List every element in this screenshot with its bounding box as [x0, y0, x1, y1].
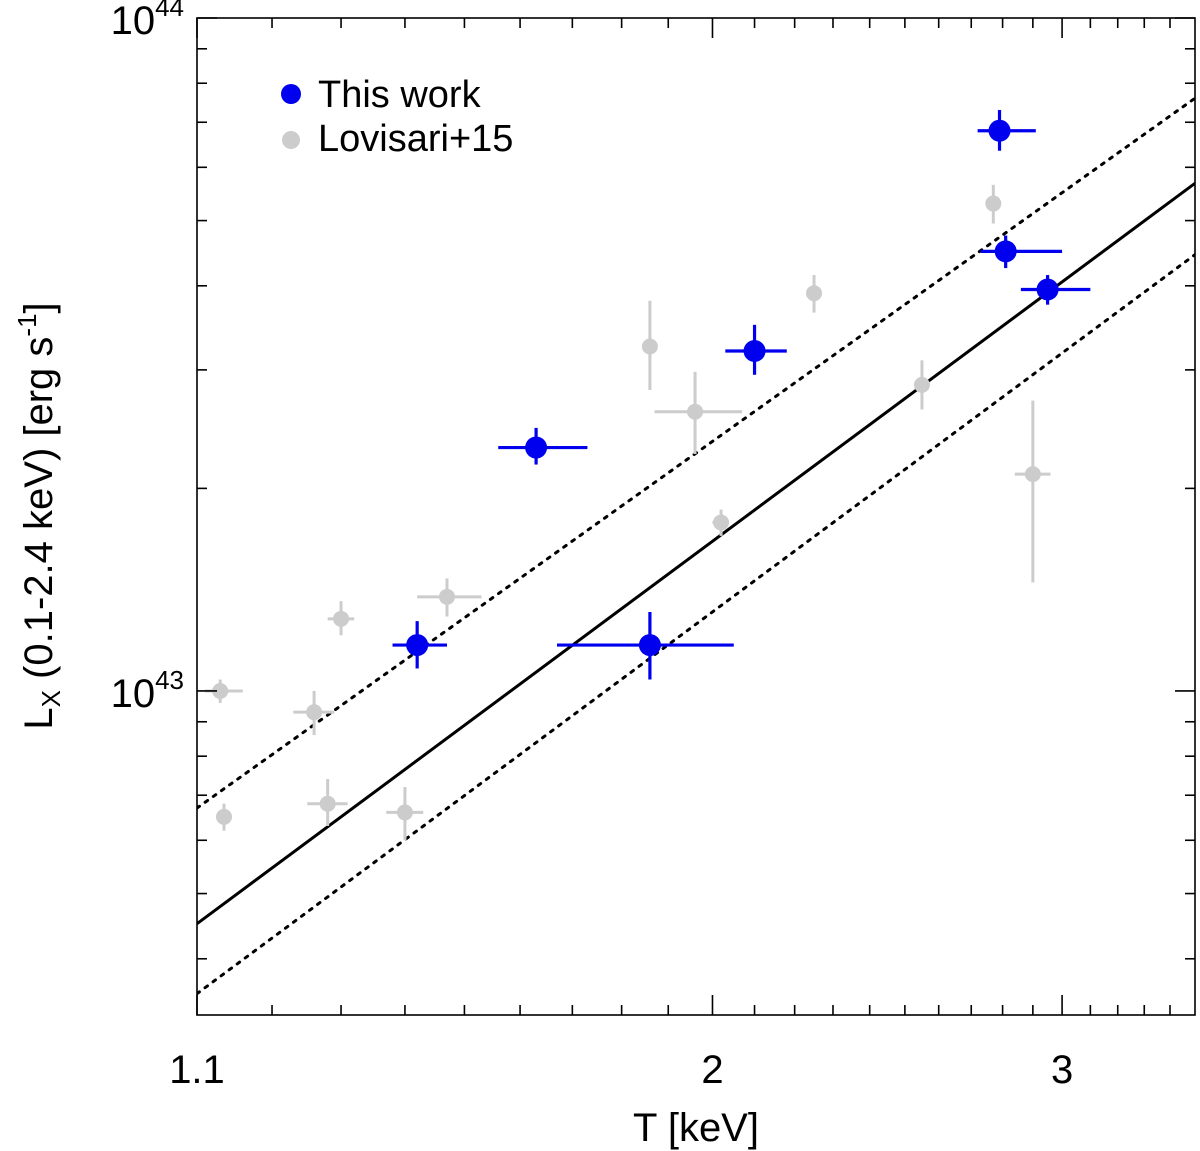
data-point-lovisari-15-6 — [386, 786, 424, 841]
data-marker — [713, 514, 730, 531]
data-point-lovisari-15-11 — [806, 275, 823, 313]
data-point-this-work-7 — [1020, 275, 1091, 305]
data-point-lovisari-15-9 — [654, 371, 743, 454]
data-marker — [641, 338, 658, 355]
data-point-lovisari-15-10 — [712, 509, 730, 536]
y-tick-label-base: 10 — [111, 0, 156, 43]
legend-label-lovisari: Lovisari+15 — [318, 118, 513, 160]
legend-marker-lovisari — [282, 131, 300, 149]
data-point-this-work-3 — [556, 612, 734, 680]
data-point-this-work-5 — [977, 109, 1036, 151]
data-marker — [212, 682, 229, 699]
data-point-lovisari-15-7 — [417, 578, 482, 617]
y-tick-label-exponent: 44 — [155, 0, 184, 22]
data-point-lovisari-15-2 — [216, 803, 233, 831]
data-marker — [406, 634, 429, 657]
data-series — [204, 109, 1091, 841]
fit-line-best-fit — [197, 182, 1195, 925]
plot-frame — [196, 17, 1196, 1016]
data-marker — [1024, 466, 1041, 483]
axis-ticks — [196, 17, 1195, 1015]
data-marker — [1036, 278, 1059, 301]
data-marker — [743, 340, 766, 363]
series-this-work — [392, 109, 1091, 680]
y-tick-label: 1044 — [111, 0, 184, 43]
x-tick-label: 2 — [701, 1048, 723, 1092]
legend-label-this-work: This work — [318, 74, 482, 116]
y-axis-title-subscript: X — [36, 690, 66, 707]
x-tick-label: 3 — [1051, 1048, 1073, 1092]
y-tick-label: 1043 — [111, 665, 184, 716]
data-marker — [306, 704, 323, 721]
fit-line-scatter-lower — [197, 253, 1195, 996]
data-point-this-work-1 — [392, 621, 448, 669]
y-axis-title: LX (0.1-2.4 keV) [erg s-1] — [12, 302, 66, 729]
y-tick-label-exponent: 43 — [155, 665, 184, 695]
data-point-lovisari-15-8 — [641, 300, 658, 391]
data-marker — [988, 119, 1011, 142]
y-axis-title-middle: (0.1-2.4 keV) [erg s — [17, 337, 61, 690]
data-marker — [333, 610, 350, 627]
data-point-lovisari-15-13 — [985, 184, 1002, 224]
data-marker — [806, 285, 823, 302]
legend-marker-this-work — [281, 84, 301, 104]
data-point-this-work-4 — [725, 324, 787, 375]
x-tick-label: 1.1 — [169, 1048, 225, 1092]
data-point-lovisari-15-5 — [327, 601, 355, 636]
data-point-lovisari-15-4 — [307, 778, 348, 827]
legend: This work Lovisari+15 — [281, 74, 513, 160]
data-point-lovisari-15-3 — [293, 690, 335, 736]
data-marker — [319, 795, 336, 812]
y-axis-title-prefix: L — [17, 707, 61, 729]
series-lovisari-15 — [204, 184, 1051, 841]
data-marker — [525, 436, 548, 459]
data-marker — [687, 403, 704, 420]
y-axis-title-suffix: ] — [17, 302, 61, 313]
data-point-this-work-6 — [980, 235, 1063, 269]
data-marker — [994, 240, 1017, 263]
y-axis-title-superscript: -1 — [12, 313, 42, 336]
y-tick-label-base: 10 — [111, 672, 156, 716]
data-marker — [216, 808, 233, 825]
data-point-this-work-2 — [498, 427, 588, 465]
data-marker — [396, 804, 413, 821]
data-marker — [638, 634, 661, 657]
data-marker — [985, 195, 1002, 212]
data-marker — [913, 376, 930, 393]
data-marker — [439, 588, 456, 605]
x-axis-title: T [keV] — [633, 1106, 759, 1150]
data-point-lovisari-15-12 — [913, 360, 930, 410]
data-point-lovisari-15-14 — [1014, 400, 1051, 583]
